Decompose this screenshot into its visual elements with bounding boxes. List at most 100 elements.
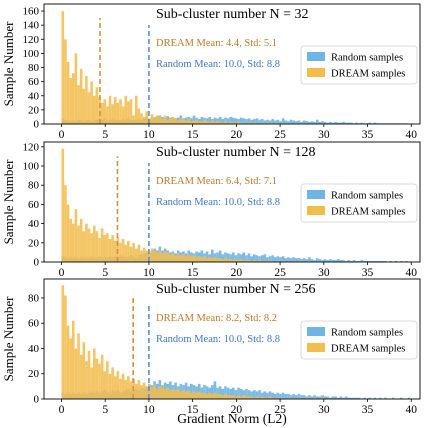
bar-random-60 [218,386,222,399]
bar-random-60 [218,250,222,262]
bar-random-70 [245,388,248,399]
bar-dream-17 [106,361,109,399]
bar-random-64 [229,116,232,124]
bar-random-113 [357,261,361,262]
bar-dream-51 [195,392,198,399]
bar-dream-11 [90,233,93,262]
bar-dream-41 [169,118,172,124]
x-tick-label: 5 [102,267,108,279]
bar-random-111 [352,260,356,262]
bar-dream-71 [247,260,251,262]
bar-random-61 [221,119,225,124]
bar-dream-44 [176,388,180,399]
bar-random-85 [284,393,288,399]
bar-dream-1 [64,39,67,124]
bar-dream-58 [213,121,217,124]
bar-random-97 [315,258,319,262]
bar-random-86 [287,121,290,124]
bar-dream-7 [79,68,83,124]
bar-dream-26 [129,246,133,262]
bar-random-84 [281,256,285,262]
bar-random-108 [344,261,348,262]
bar-dream-59 [216,393,219,399]
bar-dream-29 [137,108,141,124]
bar-dream-76 [260,122,264,124]
bar-random-94 [308,121,311,124]
bar-dream-52 [197,121,201,124]
axes-frame [43,278,421,400]
bar-random-55 [205,386,209,399]
series-dream [61,11,309,125]
bar-dream-15 [100,354,104,399]
bar-dream-65 [232,122,235,124]
bar-random-54 [203,385,206,399]
bar-dream-86 [308,261,311,262]
bar-dream-8 [82,342,86,399]
bar-random-70 [245,255,248,262]
bar-random-58 [213,381,217,399]
bar-dream-38 [161,387,164,399]
bar-dream-82 [281,261,285,262]
bar-random-51 [195,251,198,262]
bar-random-68 [239,117,243,124]
bar-dream-49 [190,256,193,262]
y-tick-label: 0 [34,257,40,269]
bar-random-120 [399,397,403,399]
bar-random-82 [276,119,280,124]
bar-random-81 [273,120,277,124]
bar-dream-60 [218,258,222,262]
bar-random-67 [237,119,240,124]
bar-random-94 [308,257,311,262]
bar-random-74 [255,118,259,124]
bar-random-107 [342,121,345,124]
bar-dream-51 [195,119,198,124]
bar-random-116 [373,397,377,399]
bar-random-65 [232,387,235,399]
x-tick-label: 0 [59,267,65,279]
bar-dream-29 [137,244,141,262]
bar-random-109 [347,397,351,399]
bar-dream-6 [77,225,80,262]
bar-dream-32 [145,111,149,124]
bar-random-89 [294,395,298,399]
bar-dream-52 [197,256,201,262]
bar-dream-20 [113,240,117,262]
bar-dream-25 [127,376,130,399]
bar-dream-29 [137,380,141,399]
bar-random-79 [268,391,272,399]
bar-dream-35 [153,385,156,399]
y-tick-label: 60 [28,199,40,211]
x-tick-label: 40 [406,129,418,141]
bar-dream-50 [192,120,196,124]
bar-random-121 [407,397,411,399]
bar-dream-30 [140,385,143,399]
bar-dream-20 [113,376,117,399]
bar-dream-10 [87,228,91,262]
bar-dream-1 [64,185,67,262]
bar-dream-50 [192,255,196,262]
bar-dream-19 [111,235,114,262]
bar-dream-16 [103,99,107,124]
bar-dream-36 [155,388,159,399]
bar-dream-18 [108,238,112,262]
bar-dream-53 [200,257,204,262]
y-tick-label: 120 [23,34,40,46]
bar-random-52 [197,383,201,399]
bar-random-102 [329,259,332,262]
bar-random-91 [300,121,303,124]
bar-dream-6 [77,85,80,124]
bar-random-59 [216,387,219,399]
bar-dream-9 [85,361,88,399]
bar-random-114 [360,122,364,124]
bar-dream-31 [142,247,146,262]
bar-random-108 [344,122,348,124]
bar-dream-30 [140,250,143,262]
bar-random-80 [271,119,274,124]
bar-random-118 [384,397,387,399]
bar-dream-4 [71,223,75,262]
bar-dream-56 [208,121,212,124]
x-tick-label: 20 [231,129,243,141]
bar-dream-47 [184,120,188,124]
legend-label-random: Random samples [331,53,403,64]
panel-3: 0 20 40 60 80 0 5 10 15 20 25 30 35 40 Sub-cluster num… [1,278,421,416]
